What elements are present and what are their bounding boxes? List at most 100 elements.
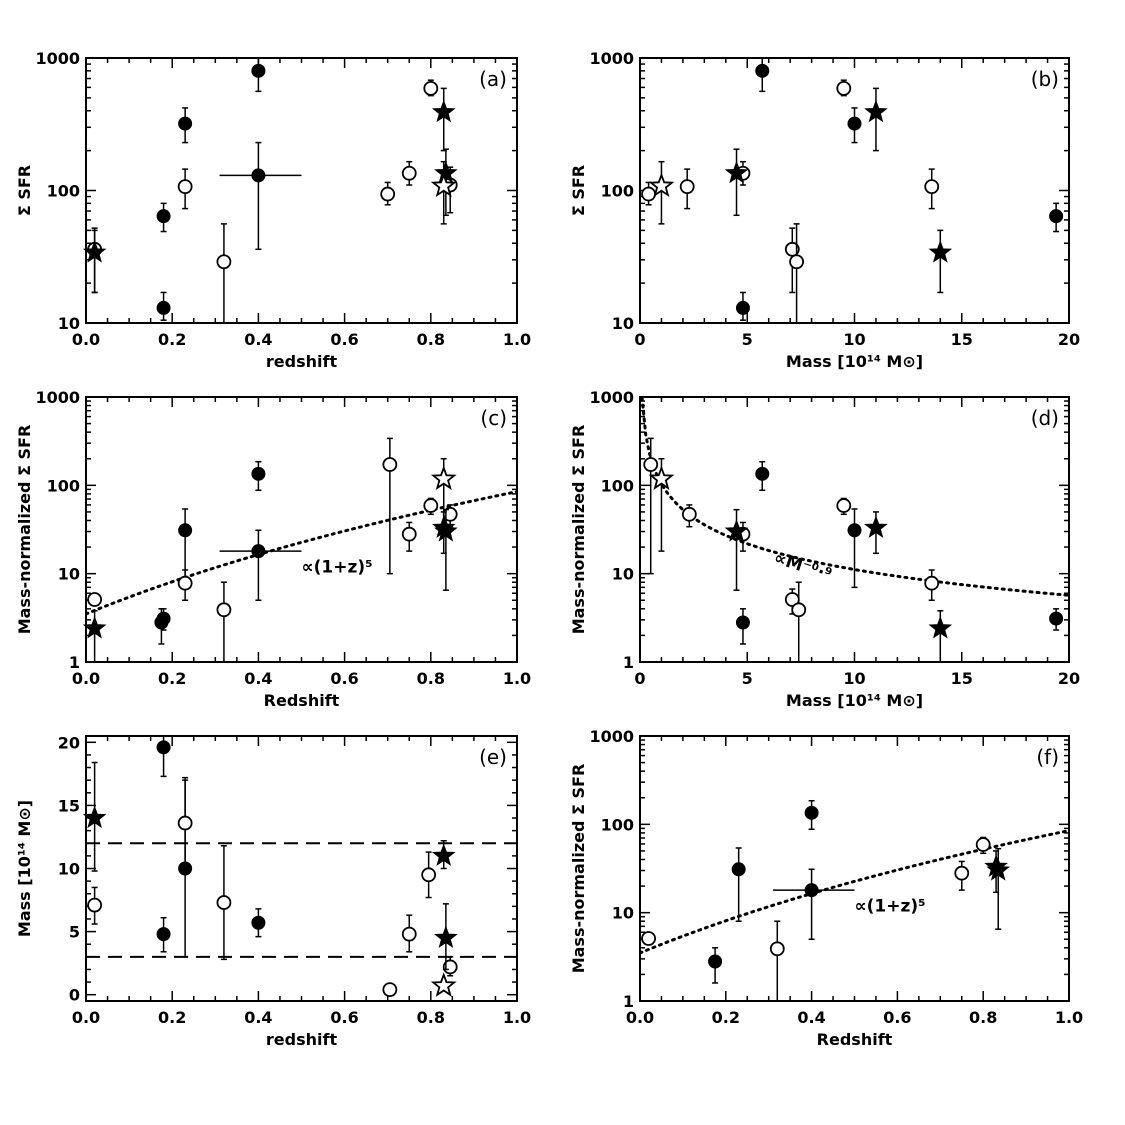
data-point-open-circle bbox=[836, 80, 852, 96]
x-tick-label: 1.0 bbox=[503, 1008, 531, 1027]
y-tick-label: 100 bbox=[47, 476, 80, 495]
fit-label: ∝(1+z)⁵ bbox=[302, 557, 373, 577]
x-tick-label: 5 bbox=[742, 669, 753, 688]
y-tick-label: 15 bbox=[58, 796, 80, 815]
x-tick-label: 0.4 bbox=[797, 1008, 825, 1027]
data-point-open-circle bbox=[177, 179, 193, 195]
x-tick-label: 15 bbox=[951, 330, 973, 349]
y-tick-label: 5 bbox=[69, 923, 80, 942]
data-point-filled-circle bbox=[1049, 611, 1064, 626]
x-axis-label: Mass [10¹⁴ M⊙] bbox=[786, 352, 923, 371]
x-tick-label: 0.2 bbox=[158, 1008, 186, 1027]
data-point-filled-circle bbox=[847, 116, 862, 131]
x-tick-label: 0.0 bbox=[72, 669, 100, 688]
panel-label: (c) bbox=[480, 406, 507, 430]
x-axis-label: Mass [10¹⁴ M⊙] bbox=[786, 691, 923, 710]
data-point-filled-circle bbox=[156, 927, 171, 942]
y-tick-label: 1000 bbox=[589, 388, 634, 407]
fit-curve bbox=[640, 397, 1069, 597]
data-point-open-circle bbox=[380, 186, 396, 202]
data-point-open-circle bbox=[769, 941, 785, 957]
data-point-open-circle bbox=[87, 592, 103, 607]
data-point-filled-star bbox=[434, 925, 458, 948]
y-axis-label: Mass-normalized Σ SFR bbox=[15, 425, 34, 635]
data-point-filled-circle bbox=[755, 63, 770, 78]
x-axis-label: Redshift bbox=[264, 691, 340, 710]
data-point-filled-star bbox=[724, 160, 749, 184]
data-point-open-circle bbox=[679, 179, 695, 195]
data-point-filled-circle bbox=[178, 523, 193, 538]
data-point-filled-star bbox=[82, 805, 107, 829]
data-point-filled-circle bbox=[755, 466, 770, 481]
data-point-filled-star bbox=[434, 160, 458, 184]
x-tick-label: 0 bbox=[634, 669, 645, 688]
y-tick-label: 10 bbox=[612, 314, 634, 333]
data-point-open-star bbox=[648, 465, 675, 490]
x-tick-label: 0.4 bbox=[244, 1008, 272, 1027]
plot-frame bbox=[639, 57, 1070, 324]
fit-label: ∝(1+z)⁵ bbox=[855, 896, 926, 916]
data-point-filled-star bbox=[434, 519, 458, 542]
panel-label: (b) bbox=[1031, 67, 1059, 91]
x-tick-label: 0.8 bbox=[417, 330, 445, 349]
plot-area bbox=[86, 842, 517, 958]
y-tick-label: 10 bbox=[58, 860, 80, 879]
plot-area bbox=[640, 829, 1069, 955]
fit-curve bbox=[86, 490, 517, 616]
data-point-open-circle bbox=[401, 165, 417, 181]
y-axis-label: Mass-normalized Σ SFR bbox=[569, 764, 588, 974]
data-point-open-circle bbox=[641, 931, 656, 946]
panel-d: 0 5 10 15 20 1 10 100 1000 Mass [10¹⁴ M⊙] Mass-nor… bbox=[569, 388, 1080, 710]
x-axis-label: Redshift bbox=[817, 1030, 893, 1049]
y-axis-label: Σ SFR bbox=[569, 165, 588, 216]
y-tick-label: 1 bbox=[623, 992, 634, 1011]
data-point-open-circle bbox=[216, 895, 232, 910]
y-axis-label: Mass-normalized Σ SFR bbox=[569, 425, 588, 635]
data-point-open-circle bbox=[177, 815, 193, 831]
panel-label: (a) bbox=[479, 67, 507, 91]
data-point-filled-circle bbox=[156, 740, 171, 755]
x-axis-label: redshift bbox=[266, 1030, 338, 1049]
x-tick-label: 20 bbox=[1058, 330, 1080, 349]
data-point-open-circle bbox=[924, 575, 940, 591]
data-point-filled-circle bbox=[804, 883, 819, 898]
x-tick-label: 0.0 bbox=[626, 1008, 654, 1027]
panel-f: 0.0 0.2 0.4 0.6 0.8 1.0 1 10 100 1000 Redshift Mass… bbox=[569, 727, 1083, 1049]
data-point-filled-star bbox=[724, 519, 749, 542]
x-tick-label: 0.8 bbox=[417, 1008, 445, 1027]
data-point-open-star bbox=[648, 172, 675, 198]
data-point-filled-circle bbox=[156, 300, 171, 315]
y-tick-label: 10 bbox=[612, 904, 634, 923]
x-tick-label: 10 bbox=[843, 669, 865, 688]
x-tick-label: 0 bbox=[634, 330, 645, 349]
panel-label: (d) bbox=[1031, 406, 1059, 430]
x-tick-label: 1.0 bbox=[1055, 1008, 1083, 1027]
data-point-open-circle bbox=[401, 926, 417, 942]
x-axis-label: redshift bbox=[266, 352, 338, 371]
data-point-open-circle bbox=[924, 179, 940, 195]
data-point-open-circle bbox=[643, 457, 659, 472]
data-point-open-circle bbox=[791, 602, 807, 618]
data-point-open-circle bbox=[975, 837, 991, 852]
x-tick-label: 0.0 bbox=[72, 1008, 100, 1027]
panel-c: 0.0 0.2 0.4 0.6 0.8 1.0 1 10 100 1000 Redshift Mass… bbox=[15, 388, 531, 710]
y-tick-label: 1 bbox=[69, 653, 80, 672]
x-tick-label: 0.2 bbox=[158, 330, 186, 349]
y-tick-label: 100 bbox=[601, 476, 634, 495]
panel-b: 0 5 10 15 20 10 100 1000 Mass [10¹⁴ M⊙] Σ SFR (b) bbox=[569, 49, 1080, 371]
data-point-open-circle bbox=[177, 575, 193, 591]
data-point-filled-circle bbox=[156, 209, 171, 224]
data-point-open-circle bbox=[954, 865, 970, 881]
x-tick-label: 0.2 bbox=[712, 1008, 740, 1027]
y-tick-label: 10 bbox=[612, 565, 634, 584]
data-point-open-circle bbox=[87, 897, 103, 913]
data-point-filled-circle bbox=[251, 466, 266, 481]
data-point-filled-circle bbox=[251, 63, 266, 78]
data-point-filled-circle bbox=[731, 862, 746, 877]
y-axis-label: Mass [10¹⁴ M⊙] bbox=[15, 800, 34, 937]
data-point-open-star bbox=[430, 172, 457, 198]
data-point-filled-star bbox=[864, 515, 888, 538]
data-point-filled-circle bbox=[178, 116, 193, 131]
x-tick-label: 0.6 bbox=[330, 1008, 358, 1027]
x-tick-label: 0.6 bbox=[883, 1008, 911, 1027]
